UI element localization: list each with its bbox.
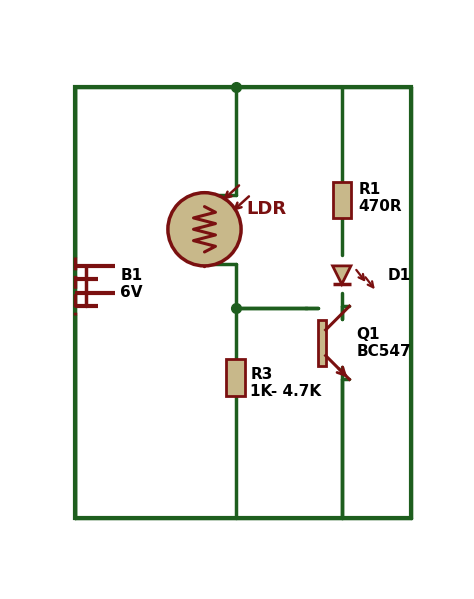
Text: LDR: LDR [246,200,287,218]
Bar [333,181,351,218]
Circle shape [168,193,241,266]
Text: R3
1K- 4.7K: R3 1K- 4.7K [250,367,321,399]
Text: Q1
BC547: Q1 BC547 [356,326,411,359]
Polygon shape [333,266,351,284]
Text: D1: D1 [388,268,410,283]
Bar [318,320,326,365]
Text: B1
6V: B1 6V [120,268,143,300]
Bar [227,359,245,396]
Text: R1
470R: R1 470R [358,182,402,214]
